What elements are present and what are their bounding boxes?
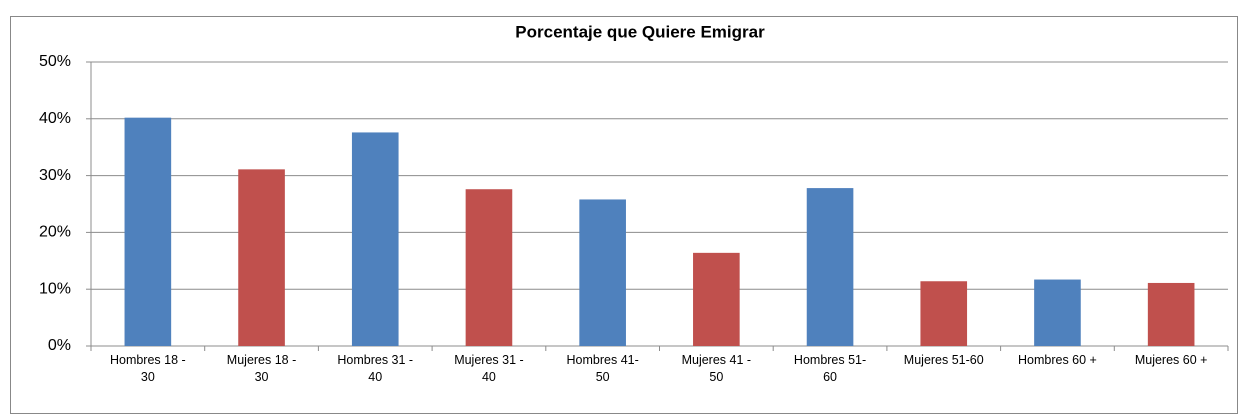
x-tick-label: Mujeres 18 - 30 (226, 353, 297, 384)
y-tick-label: 40% (39, 110, 71, 127)
x-tick-label: Mujeres 60 + (1134, 353, 1208, 367)
y-tick-label: 0% (48, 337, 71, 354)
y-tick-label: 50% (39, 53, 71, 70)
bar (806, 188, 854, 346)
y-tick-label: 30% (39, 167, 71, 184)
bar (351, 132, 399, 346)
bar (579, 199, 626, 346)
x-tick-label: Mujeres 31 - 40 (454, 353, 524, 384)
x-tick-label: Hombres 18 - 30 (109, 353, 186, 384)
y-tick-label: 10% (39, 280, 71, 297)
bar (1034, 279, 1081, 346)
x-tick-label: Hombres 51-60 (793, 353, 867, 384)
x-tick-label: Hombres 41-50 (566, 353, 639, 384)
bar (1147, 282, 1195, 346)
bar (465, 189, 513, 346)
bar (920, 281, 968, 346)
bar (124, 117, 172, 346)
bar (693, 252, 740, 346)
x-tick-label: Hombres 31 - 40 (337, 353, 414, 384)
x-tick-label: Mujeres 41 - 50 (681, 353, 752, 384)
y-tick-label: 20% (39, 224, 71, 241)
x-tick-label: Hombres 60 + (1018, 353, 1097, 367)
bar (238, 169, 285, 346)
x-tick-label: Mujeres 51-60 (903, 353, 984, 367)
chart-title: Porcentaje que Quiere Emigrar (515, 22, 765, 41)
